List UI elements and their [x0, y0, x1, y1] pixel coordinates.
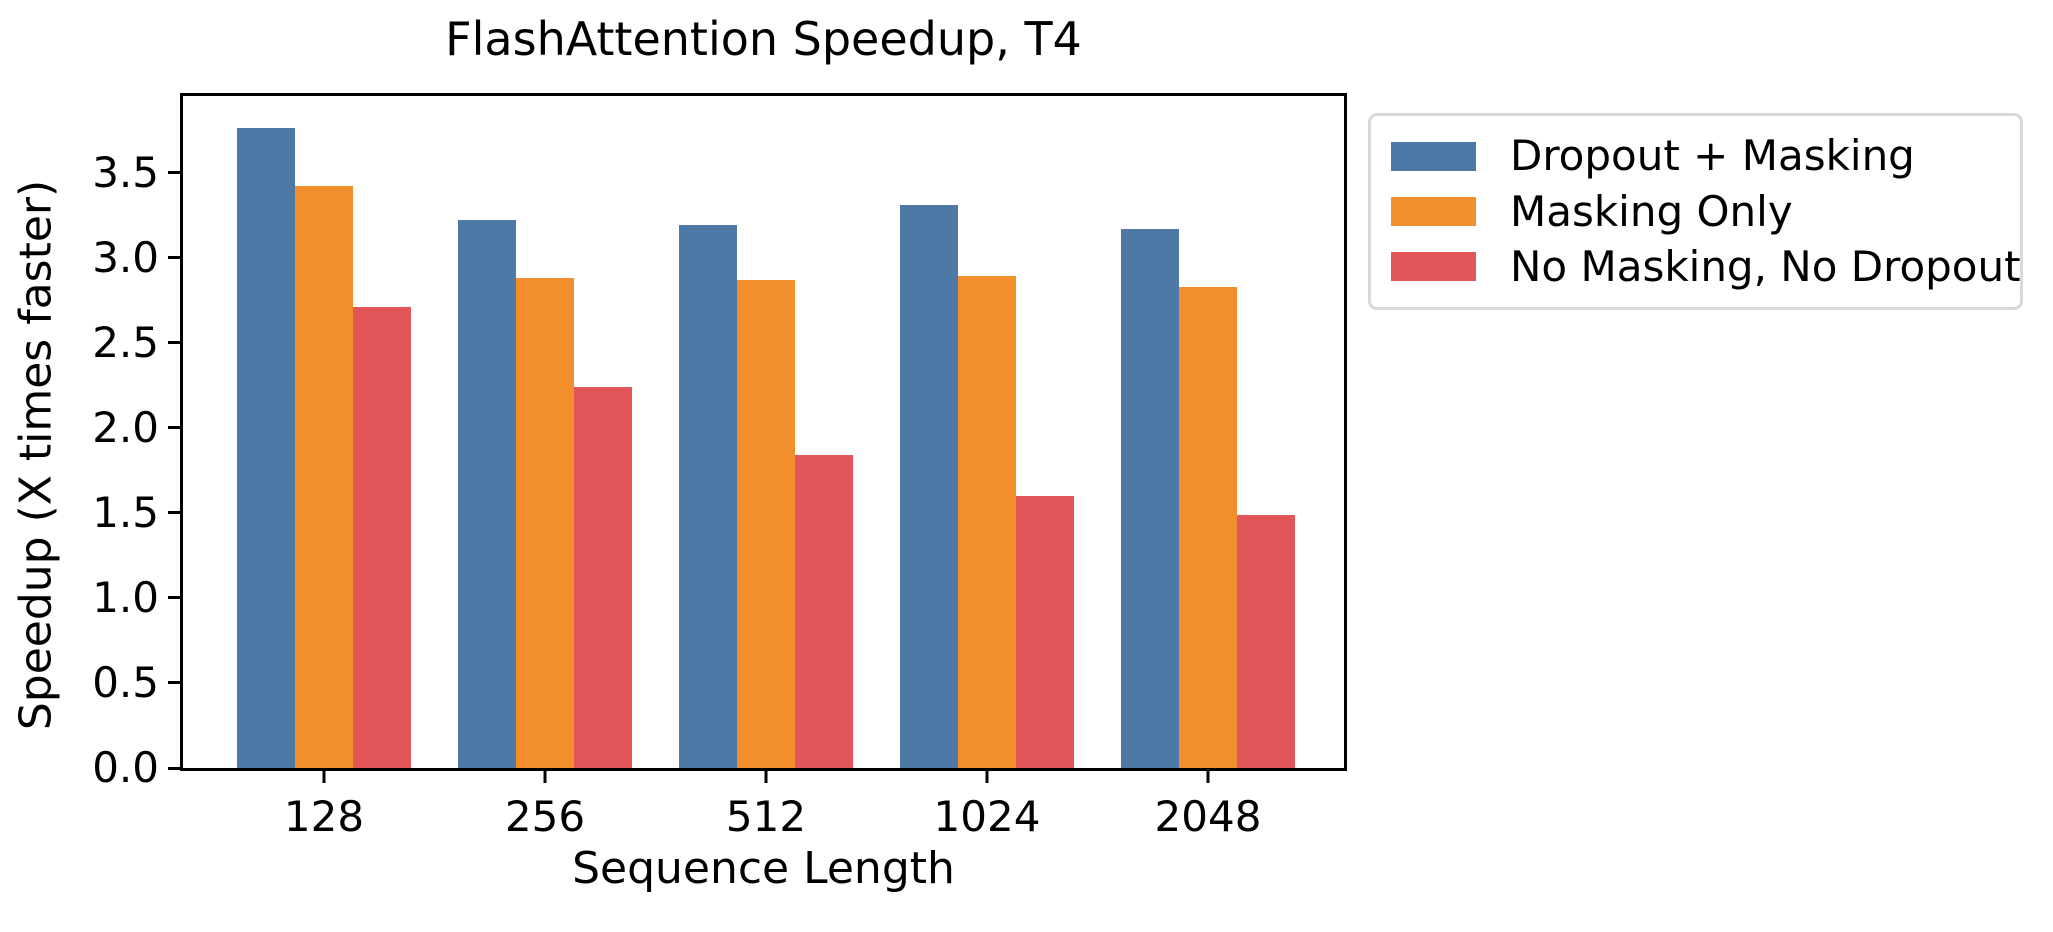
bar	[574, 386, 632, 768]
x-tick-label: 2048	[1154, 792, 1262, 841]
y-tick-mark	[168, 596, 183, 600]
bar	[900, 204, 958, 768]
legend-swatch	[1391, 141, 1476, 171]
x-tick-label: 1024	[933, 792, 1041, 841]
y-tick-label: 1.5	[92, 487, 159, 537]
legend-row: No Masking, No Dropout	[1391, 241, 2021, 291]
bar	[237, 128, 295, 768]
bar	[1016, 495, 1074, 768]
y-axis-label: Speedup (X times faster)	[10, 179, 62, 731]
legend-label: No Masking, No Dropout	[1510, 241, 2021, 291]
x-tick-mark	[322, 768, 326, 783]
bar	[958, 276, 1016, 768]
y-tick-mark	[168, 341, 183, 345]
y-tick-label: 0.5	[92, 657, 159, 707]
y-tick-mark	[168, 171, 183, 175]
bar	[295, 186, 353, 768]
x-tick-mark	[1206, 768, 1210, 783]
x-tick-label: 512	[725, 792, 807, 841]
legend-swatch	[1391, 252, 1476, 282]
x-axis-label: Sequence Length	[572, 843, 955, 894]
bar	[1121, 228, 1179, 768]
x-tick-mark	[764, 768, 768, 783]
y-tick-label: 3.5	[92, 147, 159, 197]
x-tick-label: 256	[504, 792, 586, 841]
bar	[353, 306, 411, 768]
legend-row: Dropout + Masking	[1391, 135, 2020, 177]
y-tick-mark	[168, 256, 183, 260]
y-tick-label: 2.5	[92, 317, 159, 367]
bar	[458, 220, 516, 768]
legend-label: Dropout + Masking	[1510, 131, 1915, 181]
bar	[679, 225, 737, 768]
bar	[795, 454, 853, 768]
y-tick-mark	[168, 766, 183, 770]
legend-row: Masking Only	[1391, 186, 2020, 236]
legend-swatch	[1391, 197, 1476, 226]
legend: Dropout + Masking Masking Only No Masking,…	[1368, 113, 2023, 310]
bar	[516, 278, 574, 768]
bar	[1179, 286, 1237, 768]
y-tick-label: 0.0	[92, 743, 159, 792]
y-tick-mark	[168, 681, 183, 685]
y-tick-label: 2.0	[92, 402, 159, 452]
y-tick-mark	[168, 426, 183, 430]
y-tick-mark	[168, 511, 183, 515]
bar	[1237, 514, 1295, 768]
bar	[737, 279, 795, 768]
plot-area: 0.0 0.5 1.0 1.5 2.0 2.5 3.0 3.5 128 256 512 1024 204…	[92, 93, 1347, 838]
x-tick-mark	[543, 768, 547, 783]
x-tick-mark	[985, 768, 989, 783]
x-tick-label: 128	[283, 792, 365, 841]
legend-label: Masking Only	[1510, 186, 1793, 236]
y-tick-label: 1.0	[92, 572, 159, 622]
y-tick-label: 3.0	[92, 232, 159, 282]
chart-title: FlashAttention Speedup, T4	[445, 12, 1082, 66]
